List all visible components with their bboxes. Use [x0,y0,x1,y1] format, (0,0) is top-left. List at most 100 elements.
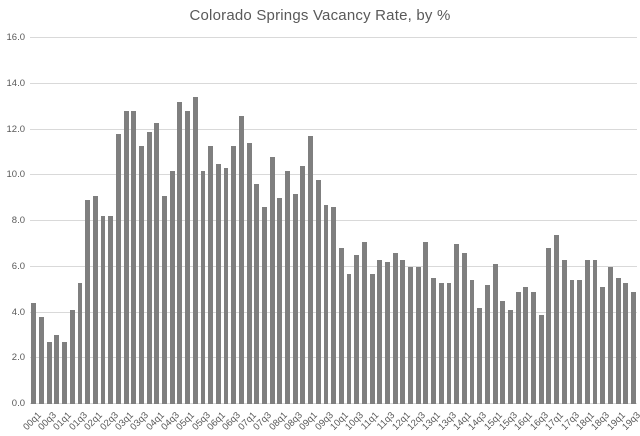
bar-slot [61,38,69,404]
y-tick-label: 10.0 [6,169,26,181]
bar-01q2 [69,310,75,404]
bar-slot [268,38,276,404]
bar-slot [199,38,207,404]
bar-slot [560,38,568,404]
gridline [30,128,637,130]
bar-slot [276,38,284,404]
bar-slot [530,38,538,404]
bar-05q4 [208,145,214,404]
bar-slot [230,38,238,404]
bar-slot [399,38,407,404]
bar-14q4 [484,285,490,404]
bar-slot [568,38,576,404]
bar-14q2 [469,280,475,404]
bar-12q4 [423,241,429,404]
bar-13q2 [438,282,444,404]
bar-slot [499,38,507,404]
bar-18q3 [600,287,606,404]
gridline [30,82,637,84]
bar-slot [191,38,199,404]
bar-slot [491,38,499,404]
bar-04q1 [154,122,160,404]
y-axis-labels: 0.0 2.0 4.0 6.0 8.0 10.0 12.0 14.0 16.0 [0,0,26,436]
bar-slot [53,38,61,404]
bar-18q4 [607,266,613,404]
bar-slot [338,38,346,404]
bar-slot [138,38,146,404]
bar-12q2 [408,266,413,404]
bar-slot [614,38,622,404]
bar-09q2 [315,179,321,404]
bar-slot [445,38,453,404]
bar-06q4 [238,115,244,404]
bar-slot [330,38,338,404]
bar-series [30,38,637,404]
bar-19q2 [623,282,629,404]
bar-10q4 [361,241,367,404]
bar-slot [122,38,130,404]
bar-slot [422,38,430,404]
bar-19q1 [615,278,621,404]
y-tick-label: 16.0 [6,32,26,43]
bar-15q1 [492,264,498,404]
bar-slot [376,38,384,404]
bar-slot [591,38,599,404]
bar-03q3 [139,145,144,404]
plot-area [30,37,637,404]
gridline [30,174,637,176]
bar-16q3 [538,314,544,404]
bar-00q2 [39,317,44,404]
bar-slot [476,38,484,404]
bar-slot [361,38,369,404]
bar-07q4 [269,156,275,404]
bar-slot [630,38,638,404]
bar-17q1 [554,234,559,404]
bar-17q2 [561,259,567,404]
bar-slot [107,38,115,404]
bar-01q3 [77,282,83,404]
bar-10q1 [338,248,344,404]
bar-00q4 [54,335,60,404]
bar-slot [484,38,492,404]
bar-slot [145,38,153,404]
bar-00q3 [46,342,52,404]
bar-16q4 [546,248,552,404]
bar-slot [545,38,553,404]
bar-09q1 [308,136,313,404]
bar-slot [353,38,361,404]
bar-07q3 [262,207,267,404]
bar-02q1 [92,195,98,404]
bar-slot [453,38,461,404]
bar-03q4 [146,131,152,404]
bar-11q3 [385,262,390,404]
bar-08q1 [277,198,283,404]
bar-06q1 [215,163,221,404]
bar-19q3 [631,291,636,404]
bar-16q2 [531,291,536,404]
bar-03q2 [131,111,137,404]
bar-01q4 [85,200,91,404]
bar-03q1 [123,111,129,404]
bar-slot [468,38,476,404]
bar-01q1 [62,342,67,404]
bar-09q4 [331,207,337,404]
bar-slot [553,38,561,404]
bar-08q3 [292,193,298,404]
bar-10q3 [354,255,360,404]
bar-15q4 [515,291,521,404]
x-axis-labels: 00q1 00q3 01q1 01q3 02q1 02q3 03q1 03q3 04q1 04q3… [21,404,640,436]
bar-13q3 [446,282,452,404]
bar-slot [507,38,515,404]
bar-slot [391,38,399,404]
bar-09q3 [323,205,329,404]
bar-02q4 [115,134,121,404]
bar-11q2 [377,259,383,404]
bar-slot [599,38,607,404]
bar-slot [584,38,592,404]
bar-11q1 [369,273,375,404]
bar-slot [314,38,322,404]
bar-slot [368,38,376,404]
bar-slot [430,38,438,404]
bar-slot [38,38,46,404]
